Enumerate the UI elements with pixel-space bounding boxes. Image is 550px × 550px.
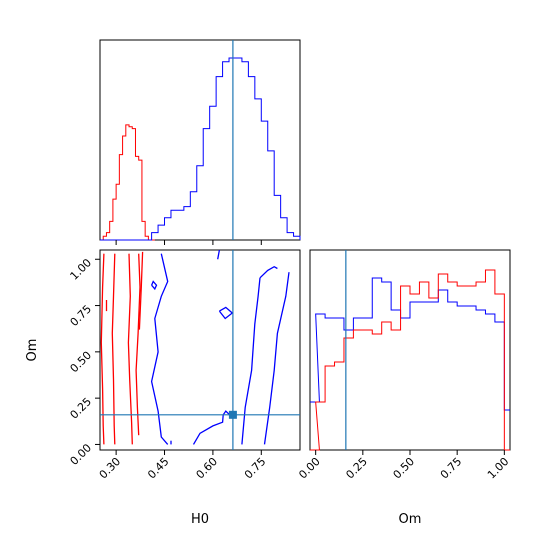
h0-histogram-series-0 [100,124,155,241]
joint-ytick-label-1: 0.25 [68,395,95,422]
joint-ytick-label-3: 0.75 [68,302,95,329]
h0-marginal-frame [99,39,301,241]
om-xtick-label-2: 0.50 [391,455,418,482]
h0-marginal-panel [99,39,301,245]
joint-ytick-label-2: 0.50 [68,349,95,376]
joint-frame [99,249,301,451]
x-axis-label-om: Om [399,512,422,527]
om-histogram-series-1 [310,269,510,451]
joint-xtick-label-2: 0.60 [194,455,221,482]
joint-xtick-label-0: 0.30 [97,455,124,482]
om-xtick-label-1: 0.25 [343,455,370,482]
x-axis-label-h0: H0 [191,512,209,527]
om-marginal-frame [309,249,511,451]
joint-ytick-label-4: 1.00 [68,256,95,283]
contour-series-0-0 [100,253,105,445]
contour-series-0-3 [135,253,141,436]
h0-om-joint-panel: 0.30 0.45 0.60 0.75 0.00 0.25 0.50 0.75 1.00 [68,249,301,482]
contour-series-1-3 [241,277,261,445]
joint-xtick-label-1: 0.45 [145,455,172,482]
om-xtick-label-4: 1.00 [485,455,512,482]
h0-histogram-series-1 [100,57,301,241]
contour-series-1-4 [263,272,290,445]
contour-series-1-5 [259,265,278,279]
joint-truth-marker [228,410,237,419]
contour-series-0-1 [111,253,116,445]
contour-series-0-4 [138,251,144,330]
om-marginal-panel: 0.00 0.25 0.50 0.75 1.00 [296,249,512,482]
joint-ytick-label-0: 0.00 [68,441,95,468]
contour-series-1-6 [218,306,234,320]
contour-series-1-0 [150,253,169,445]
om-histogram-series-0 [310,277,510,411]
om-xtick-label-0: 0.00 [296,455,323,482]
joint-xtick-label-3: 0.75 [242,455,269,482]
y-axis-label-om: Om [25,339,40,362]
contour-series-1-2 [192,410,231,445]
contour-series-0-2 [127,253,133,445]
contour-series-1-7 [217,249,221,260]
contour-series-1-1 [151,280,158,291]
om-xtick-label-3: 0.75 [438,455,465,482]
